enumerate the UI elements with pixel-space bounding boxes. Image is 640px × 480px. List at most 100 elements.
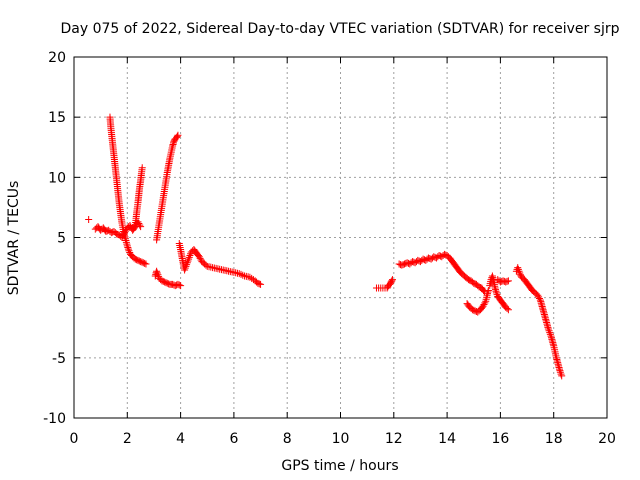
data-point	[123, 242, 131, 250]
data-point	[153, 267, 161, 275]
x-tick-label: 0	[70, 431, 79, 447]
data-point	[515, 267, 523, 275]
data-point	[202, 261, 210, 269]
y-tick-label: 5	[57, 231, 66, 247]
x-tick-label: 16	[491, 431, 509, 447]
data-point	[182, 262, 190, 270]
data-point	[235, 270, 243, 278]
data-point	[535, 293, 543, 301]
series-wave-4	[175, 240, 265, 288]
data-point	[185, 253, 193, 261]
data-point	[492, 289, 500, 297]
series-dip-3	[151, 267, 185, 290]
data-point	[153, 269, 161, 277]
series-cluster-16	[494, 276, 512, 286]
series-arc-12-15	[395, 250, 488, 296]
x-tick-label: 4	[176, 431, 185, 447]
data-point	[255, 280, 263, 288]
x-tick-label: 18	[545, 431, 563, 447]
data-point	[504, 306, 512, 314]
data-point	[138, 164, 146, 172]
data-point	[388, 276, 396, 284]
y-tick-label: -5	[52, 351, 66, 367]
data-point	[141, 259, 149, 267]
data-markers	[85, 113, 566, 380]
series-spike-2	[131, 164, 146, 231]
series-cluster-11	[372, 276, 396, 292]
data-point	[85, 215, 93, 223]
series-rise-3	[153, 131, 182, 244]
data-point	[480, 300, 488, 308]
data-point	[239, 271, 247, 279]
data-point	[535, 294, 543, 302]
data-point	[183, 261, 191, 269]
series-dip-15	[463, 286, 492, 316]
data-point	[558, 372, 566, 380]
series-isolated	[85, 215, 93, 223]
data-point	[136, 221, 144, 229]
y-tick-label: 0	[57, 291, 66, 307]
data-point	[124, 245, 132, 253]
data-point	[186, 252, 194, 260]
data-point	[516, 269, 524, 277]
plot-frame	[73, 56, 608, 419]
data-point	[504, 277, 512, 285]
y-tick-label: 10	[48, 170, 66, 186]
x-axis-title: GPS time / hours	[281, 458, 398, 474]
data-point	[142, 260, 150, 268]
data-point	[514, 265, 522, 273]
x-tick-label: 6	[229, 431, 238, 447]
data-point	[546, 329, 554, 337]
y-tick-label: 15	[48, 110, 66, 126]
data-point	[246, 273, 254, 281]
data-point	[481, 299, 489, 307]
data-point	[545, 327, 553, 335]
chart-title: Day 075 of 2022, Sidereal Day-to-day VTE…	[60, 21, 619, 37]
data-point	[557, 370, 565, 378]
x-tick-label: 2	[123, 431, 132, 447]
data-point	[173, 132, 181, 140]
data-point	[196, 254, 204, 262]
series-descent-18	[512, 264, 566, 380]
data-point	[154, 271, 162, 279]
data-point	[125, 247, 133, 255]
data-point	[177, 282, 185, 290]
data-point	[195, 253, 203, 261]
data-point	[185, 255, 193, 263]
data-point	[546, 330, 554, 338]
data-point	[126, 221, 134, 229]
x-tick-label: 14	[438, 431, 456, 447]
data-point	[388, 277, 396, 285]
data-point	[237, 270, 245, 278]
y-tick-label: -10	[43, 411, 66, 427]
data-point	[503, 304, 511, 312]
x-tick-label: 10	[332, 431, 350, 447]
x-tick-label: 8	[283, 431, 292, 447]
data-point	[135, 219, 143, 227]
data-point	[184, 257, 192, 265]
data-point	[479, 302, 487, 310]
x-tick-label: 20	[598, 431, 616, 447]
series-spike-1	[106, 113, 150, 268]
data-point	[544, 325, 552, 333]
data-point	[514, 264, 522, 272]
grid-layer	[74, 57, 607, 418]
y-axis-title: SDTVAR / TECUs	[6, 181, 22, 296]
data-point	[248, 274, 256, 282]
data-point	[484, 286, 492, 294]
x-tick-labels: 0 2 4 6 8 10 12 14 16 18 20	[70, 431, 616, 447]
data-point	[556, 368, 564, 376]
y-tick-label: 20	[48, 50, 66, 66]
data-point	[257, 280, 265, 288]
data-point	[181, 266, 189, 274]
data-point	[534, 291, 542, 299]
data-point	[503, 277, 511, 285]
data-point	[181, 264, 189, 272]
data-point	[183, 259, 191, 267]
data-point	[124, 244, 132, 252]
x-tick-label: 12	[385, 431, 403, 447]
data-point	[174, 131, 182, 139]
y-tick-labels: -10 -5 0 5 10 15 20	[43, 50, 66, 427]
series-bump-16	[486, 272, 512, 314]
